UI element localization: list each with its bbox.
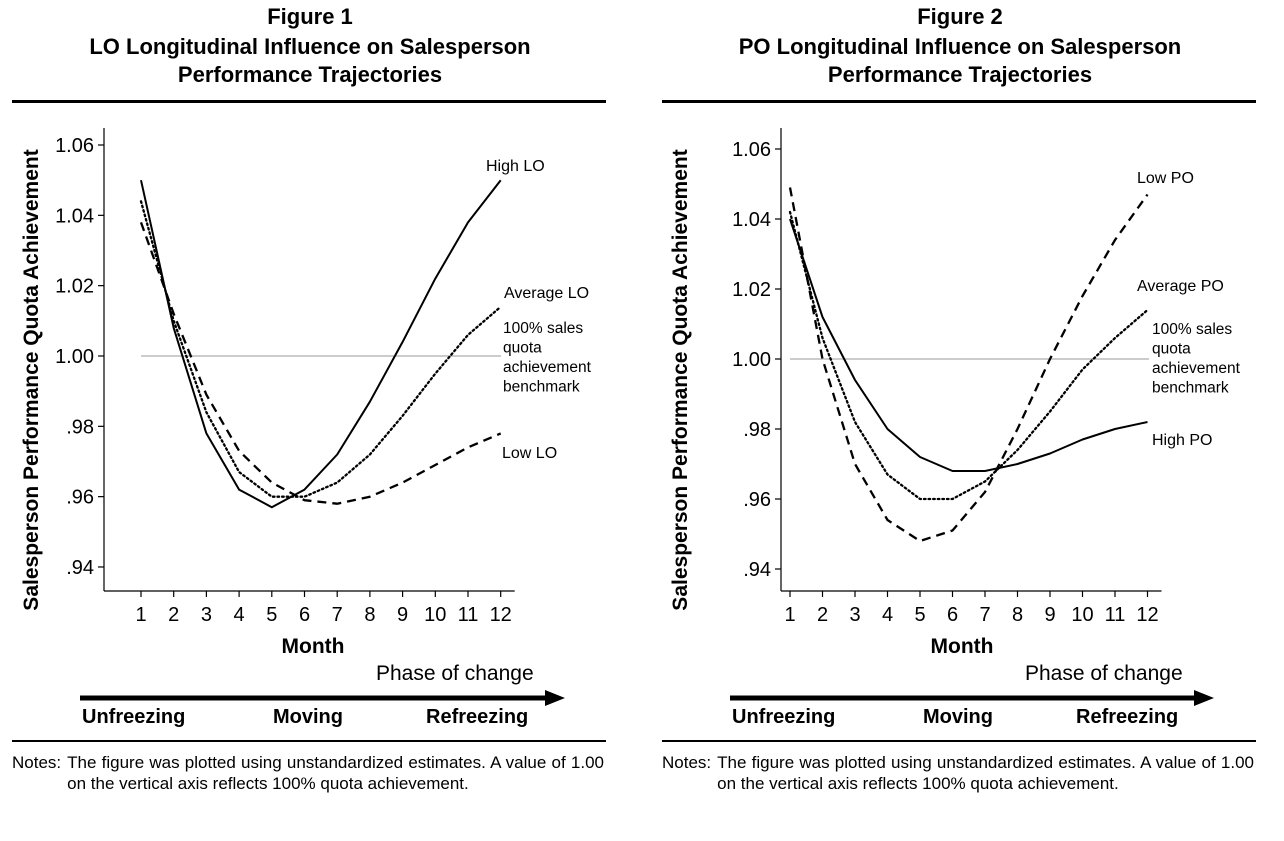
x-tick-label: 11 (458, 604, 479, 626)
benchmark-annotation-line: achievement (1152, 360, 1241, 377)
y-tick-label: .96 (743, 489, 771, 511)
series-label: Average PO (1137, 278, 1224, 295)
y-tick-label: 1.02 (732, 279, 771, 301)
x-tick-label: 3 (201, 604, 212, 626)
figure-1-panel: Figure 1 LO Longitudinal Influence on Sa… (0, 0, 620, 841)
x-tick-label: 5 (914, 604, 925, 626)
benchmark-annotation-line: benchmark (1152, 380, 1229, 397)
notes-text: The figure was plotted using unstandardi… (717, 753, 1254, 793)
y-axis-title: Salesperson Performance Quota Achievemen… (20, 149, 43, 610)
y-tick-label: .98 (66, 416, 94, 438)
x-tick-label: 9 (1044, 604, 1055, 626)
y-tick-label: 1.04 (732, 209, 771, 231)
series-label: Low PO (1137, 170, 1194, 187)
x-tick-label: 9 (397, 604, 408, 626)
x-tick-label: 4 (234, 604, 245, 626)
x-axis-title: Month (931, 635, 994, 658)
stage-moving: Moving (923, 706, 993, 728)
y-tick-label: .94 (743, 559, 771, 581)
phase-of-change-label: Phase of change (376, 662, 534, 685)
phase-arrow-head (1194, 690, 1214, 706)
stage-refreezing: Refreezing (1076, 706, 1179, 728)
benchmark-annotation-line: achievement (503, 359, 592, 376)
series-line-average-po (788, 210, 1149, 501)
y-tick-label: 1.00 (732, 349, 771, 371)
series-label: Low LO (502, 445, 557, 462)
figure-label: Figure 2 (917, 4, 1003, 29)
figure-title-line-1: PO Longitudinal Influence on Salesperson (738, 34, 1182, 59)
y-tick-label: 1.04 (55, 205, 94, 227)
benchmark-annotation-line: 100% sales (503, 320, 583, 337)
figure-title-line-2: Performance Trajectories (827, 62, 1093, 87)
phase-arrow-head (545, 690, 565, 706)
y-tick-label: 1.06 (55, 135, 94, 157)
x-tick-label: 4 (882, 604, 893, 626)
stage-refreezing: Refreezing (426, 706, 529, 728)
benchmark-annotation-line: benchmark (503, 379, 580, 396)
series-label: High PO (1152, 432, 1212, 449)
series-line-low-lo (139, 222, 502, 505)
benchmark-annotation-line: quota (1152, 341, 1191, 358)
x-tick-label: 2 (168, 604, 179, 626)
figure-title-line-2: Performance Trajectories (177, 62, 443, 87)
figure-notes: Notes: The figure was plotted using unst… (662, 752, 1254, 794)
stage-unfreezing: Unfreezing (732, 706, 836, 728)
series-line-high-po (789, 218, 1148, 472)
x-tick-label: 8 (1012, 604, 1023, 626)
benchmark-annotation-line: quota (503, 340, 542, 357)
figure-title-line-1: LO Longitudinal Influence on Salesperson (89, 34, 531, 59)
notes-text: The figure was plotted using unstandardi… (67, 753, 604, 793)
x-tick-label: 12 (1136, 604, 1158, 626)
y-tick-label: .96 (66, 487, 94, 509)
line-chart: 1.061.041.021.00.98.96.941 2 3 4 5 6 7 8 9 10 11 12… (20, 128, 592, 706)
x-tick-label: 6 (947, 604, 958, 626)
x-tick-label: 7 (332, 604, 343, 626)
x-tick-label: 10 (1071, 604, 1093, 626)
figure-heading: Figure 1 LO Longitudinal Influence on Sa… (0, 4, 620, 89)
y-tick-label: 1.02 (55, 276, 94, 298)
x-tick-label: 1 (784, 604, 795, 626)
series-label: High LO (486, 158, 545, 175)
x-tick-label: 5 (266, 604, 277, 626)
figure-label: Figure 1 (267, 4, 353, 29)
y-tick-label: 1.06 (732, 139, 771, 161)
line-chart: 1.061.041.021.00.98.96.941 2 3 4 5 6 7 8 9 10 11 12… (669, 128, 1241, 706)
series-label: Average LO (504, 285, 589, 302)
bottom-rule (662, 740, 1256, 742)
benchmark-annotation-line: 100% sales (1152, 321, 1232, 338)
bottom-rule (12, 740, 606, 742)
x-tick-label: 3 (849, 604, 860, 626)
series-line-low-po (788, 187, 1149, 543)
figure-heading: Figure 2 PO Longitudinal Influence on Sa… (650, 4, 1270, 89)
series-line-high-lo (140, 179, 502, 509)
stage-moving: Moving (273, 706, 343, 728)
y-axis-title: Salesperson Performance Quota Achievemen… (669, 149, 692, 610)
series-line-average-lo (139, 200, 502, 498)
top-rule (662, 100, 1256, 103)
x-axis-title: Month (282, 635, 345, 658)
notes-lead: Notes: (662, 753, 712, 772)
stage-unfreezing: Unfreezing (82, 706, 186, 728)
phase-of-change-label: Phase of change (1025, 662, 1183, 685)
x-tick-label: 10 (424, 604, 446, 626)
notes-lead: Notes: (12, 753, 62, 772)
y-tick-label: .98 (743, 419, 771, 441)
top-rule (12, 100, 606, 103)
y-tick-label: 1.00 (55, 346, 94, 368)
y-tick-label: .94 (66, 557, 94, 579)
figure-notes: Notes: The figure was plotted using unst… (12, 752, 604, 794)
x-tick-label: 12 (490, 604, 512, 626)
x-tick-label: 2 (817, 604, 828, 626)
x-tick-label: 8 (364, 604, 375, 626)
x-tick-label: 11 (1105, 604, 1126, 626)
x-tick-label: 1 (135, 604, 146, 626)
x-tick-label: 7 (979, 604, 990, 626)
x-tick-label: 6 (299, 604, 310, 626)
figure-2-panel: Figure 2 PO Longitudinal Influence on Sa… (650, 0, 1270, 841)
